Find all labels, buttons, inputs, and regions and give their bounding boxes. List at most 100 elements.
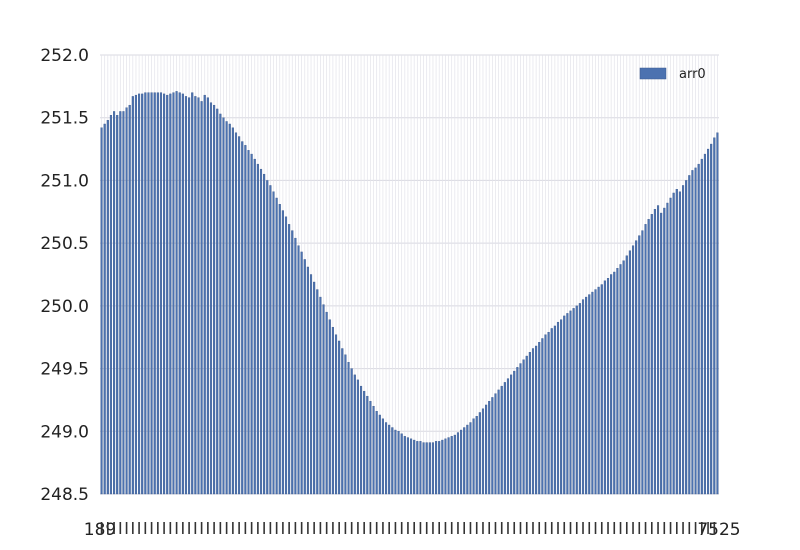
bar [100, 127, 103, 495]
bar [359, 385, 363, 495]
bar [485, 404, 488, 495]
y-tick-label: 251.0 [40, 171, 89, 191]
bar [569, 310, 572, 495]
legend: arr0 [639, 67, 706, 82]
bar [706, 148, 710, 495]
bar [331, 326, 334, 495]
bar [188, 97, 191, 495]
bar [556, 321, 560, 495]
bar [309, 274, 313, 495]
bar [216, 108, 219, 495]
bar [603, 280, 606, 495]
bar [713, 137, 716, 495]
bar [456, 432, 460, 495]
bar [191, 92, 194, 495]
bar [316, 289, 319, 495]
bar [488, 400, 491, 495]
bar [513, 370, 516, 495]
bar [503, 382, 506, 495]
bar [278, 204, 281, 495]
bar [606, 278, 610, 495]
bar [338, 340, 341, 495]
x-axis-ticks: 189 7525 [84, 520, 741, 540]
bar [478, 412, 481, 495]
bar [538, 342, 541, 495]
bar [588, 294, 591, 495]
bar [656, 205, 660, 495]
bar [416, 441, 419, 495]
bar [341, 348, 344, 495]
bar [206, 97, 209, 495]
bar [122, 111, 125, 495]
bar [178, 92, 181, 495]
bar [281, 210, 284, 495]
bar [366, 395, 369, 495]
bar [194, 96, 197, 495]
bar [519, 363, 522, 495]
bar [497, 389, 500, 495]
bar [344, 354, 347, 495]
bar [219, 113, 222, 495]
bar [591, 291, 594, 495]
bar [197, 97, 200, 495]
bar [288, 224, 291, 495]
bar [425, 442, 428, 495]
y-tick-label: 249.0 [40, 422, 89, 442]
bar [463, 427, 466, 495]
bar [153, 92, 156, 495]
bar [388, 424, 391, 495]
bar [125, 107, 128, 495]
bar [294, 237, 297, 495]
bar [560, 319, 563, 495]
bar [134, 94, 138, 495]
bar [353, 374, 356, 495]
bar [710, 143, 713, 495]
bar [516, 367, 519, 495]
bar [241, 141, 244, 495]
bar [672, 192, 675, 495]
bar [694, 167, 697, 495]
bar [675, 189, 678, 495]
bar [566, 313, 569, 495]
bar [103, 123, 106, 495]
bar [613, 271, 616, 495]
bar [438, 441, 441, 495]
bar [685, 180, 688, 495]
bar [700, 158, 703, 495]
bar [172, 92, 175, 495]
bar [541, 338, 544, 495]
bar [597, 286, 600, 495]
bar [510, 374, 513, 495]
bar [269, 185, 272, 495]
bar [181, 93, 184, 495]
bar [263, 173, 266, 495]
bar [231, 127, 234, 495]
bar [166, 94, 169, 495]
y-tick-label: 249.5 [40, 360, 89, 380]
bar [403, 436, 406, 495]
bar [494, 393, 497, 495]
bar [666, 202, 669, 495]
legend-label-arr0: arr0 [679, 67, 706, 82]
bar [244, 145, 247, 495]
bar [688, 175, 691, 495]
bar [460, 429, 463, 495]
bar [469, 422, 472, 495]
bar [413, 439, 416, 495]
bar [616, 268, 619, 495]
bar [447, 437, 450, 495]
bar [647, 219, 650, 495]
bar [450, 436, 453, 495]
bar [594, 289, 597, 495]
bar [128, 104, 131, 495]
bar [631, 245, 635, 495]
bar [106, 120, 109, 495]
bar [703, 153, 706, 495]
bar [225, 121, 228, 495]
bar [691, 170, 694, 495]
bar [563, 315, 566, 495]
bar [400, 433, 403, 495]
bar [669, 197, 672, 495]
bar [163, 93, 166, 495]
